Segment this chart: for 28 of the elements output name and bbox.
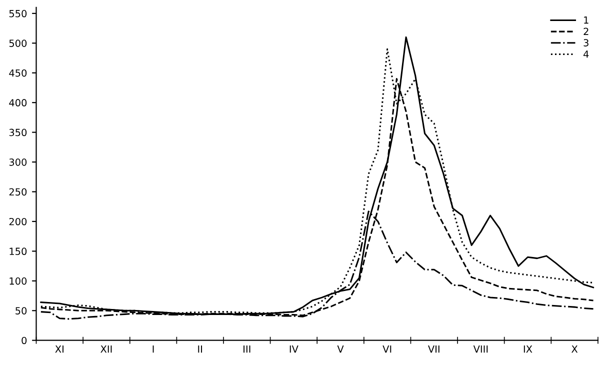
x-tick-label: II [198,346,202,353]
x-tick-label: XI [55,346,64,353]
y-tick-label: 250 [9,188,27,196]
x-tick-label: V [337,346,344,353]
y-tick-label: 400 [9,99,27,106]
x-tick-label: VI [382,346,392,353]
legend-label: 3 [584,39,588,46]
x-tick-label: XII [100,346,112,353]
x-tick-label: IX [524,346,532,353]
y-tick-label: 550 [9,10,27,18]
x-tick-label: X [572,346,578,353]
y-tick-label: 300 [9,158,27,166]
y-tick-label: 100 [10,277,27,285]
y-tick-label: 350 [9,128,27,136]
x-tick-label: I [152,346,154,353]
y-tick-label: 150 [10,248,27,256]
y-tick-label: 0 [22,336,27,344]
y-tick-label: 50 [16,307,27,314]
legend-label: 2 [584,28,588,35]
x-tick-label: IV [290,346,298,353]
legend-label: 4 [584,50,589,58]
y-tick-label: 200 [9,218,27,226]
x-tick-label: III [244,346,250,353]
y-tick-label: 450 [9,69,27,77]
y-tick-label: 500 [9,40,27,47]
legend-label: 1 [584,16,588,24]
x-tick-label: VIII [473,346,488,353]
x-tick-label: VII [428,346,440,353]
